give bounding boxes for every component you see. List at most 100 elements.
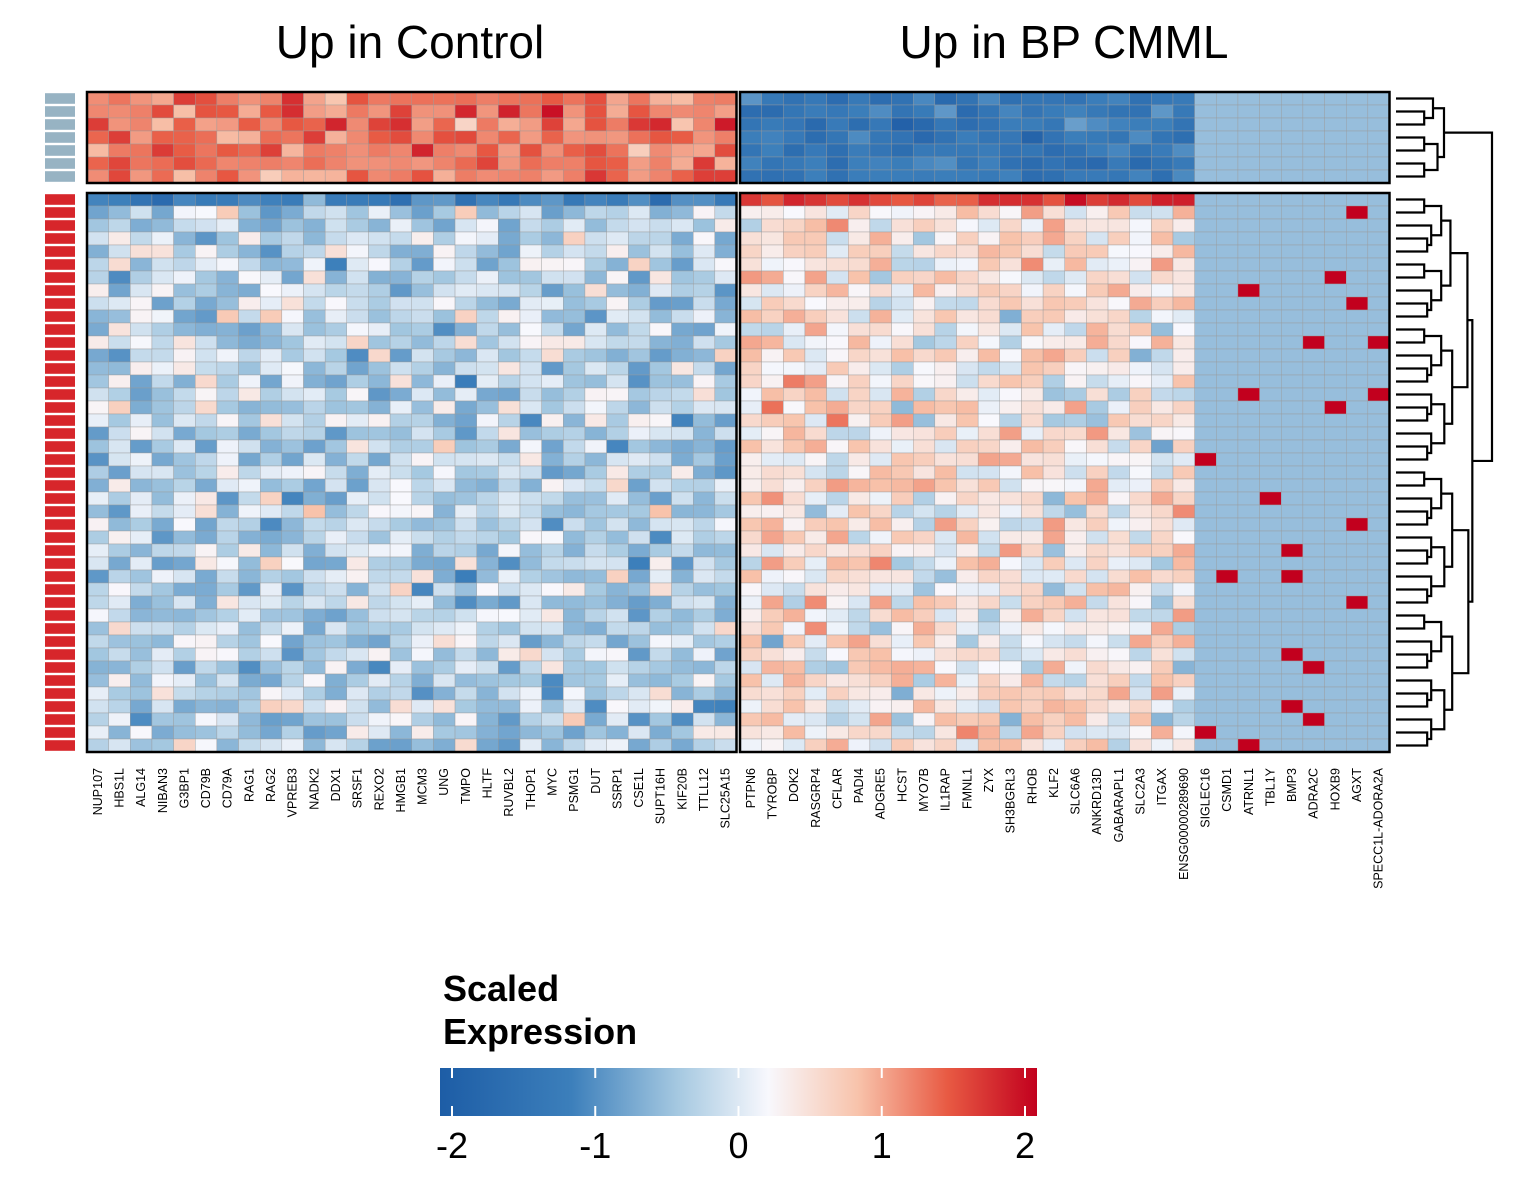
heatmap-cell: [761, 143, 784, 158]
heatmap-cell: [999, 660, 1022, 675]
heatmap-cell: [934, 517, 957, 532]
heatmap-cell: [324, 478, 347, 493]
heatmap-cell: [498, 117, 521, 132]
heatmap-cell: [1129, 452, 1152, 467]
heatmap-cell: [999, 387, 1022, 402]
gene-label: ADRA2C: [1307, 768, 1321, 819]
heatmap-cell: [151, 478, 174, 493]
heatmap-cell: [1237, 673, 1260, 688]
heatmap-cell: [1302, 413, 1325, 428]
heatmap-cell: [1172, 400, 1195, 415]
heatmap-cell: [1064, 686, 1087, 701]
heatmap-cell: [1129, 621, 1152, 636]
heatmap-cell: [891, 130, 914, 145]
heatmap-cell: [476, 478, 499, 493]
heatmap-cell: [281, 257, 304, 272]
heatmap-cell: [1216, 491, 1239, 506]
heatmap-cell: [108, 673, 131, 688]
heatmap-cell: [1237, 712, 1260, 727]
gene-label: TMPO: [459, 768, 473, 804]
heatmap-cell: [260, 387, 283, 402]
heatmap-cell: [541, 192, 564, 207]
heatmap-cell: [671, 218, 694, 233]
heatmap-cell: [541, 283, 564, 298]
heatmap-cell: [1281, 582, 1304, 597]
heatmap-cell: [411, 322, 434, 337]
heatmap-cell: [1021, 283, 1044, 298]
heatmap-cell: [1042, 712, 1065, 727]
heatmap-cell: [804, 91, 827, 106]
heatmap-cell: [848, 296, 871, 311]
heatmap-cell: [1302, 361, 1325, 376]
heatmap-cell: [195, 309, 218, 324]
heatmap-cell: [411, 439, 434, 454]
heatmap-cell: [519, 673, 542, 688]
heatmap-cell: [368, 117, 391, 132]
heatmap-cell: [238, 130, 261, 145]
heatmap-cell: [1042, 309, 1065, 324]
annotation-cell-bp-cmml: [45, 610, 75, 621]
heatmap-cell: [216, 595, 239, 610]
heatmap-cell: [454, 143, 477, 158]
heatmap-cell: [628, 104, 651, 119]
heatmap-cell: [956, 387, 979, 402]
heatmap-cell: [173, 621, 196, 636]
heatmap-cell: [130, 426, 153, 441]
heatmap-cell: [324, 582, 347, 597]
heatmap-cell: [848, 413, 871, 428]
heatmap-cell: [498, 361, 521, 376]
gene-label: NIBAN3: [156, 768, 170, 813]
heatmap-cell: [804, 413, 827, 428]
heatmap-cell: [151, 465, 174, 480]
heatmap-cell: [238, 465, 261, 480]
heatmap-cell: [826, 556, 849, 571]
heatmap-cell: [1259, 156, 1282, 171]
heatmap-cell: [1151, 530, 1174, 545]
heatmap-cell: [324, 257, 347, 272]
heatmap-cell: [714, 117, 737, 132]
heatmap-cell: [324, 156, 347, 171]
heatmap-cell: [1151, 478, 1174, 493]
heatmap-cell: [1064, 608, 1087, 623]
heatmap-cell: [1216, 283, 1239, 298]
heatmap-cell: [783, 543, 806, 558]
heatmap-cell: [1042, 400, 1065, 415]
heatmap-cell: [1237, 231, 1260, 246]
heatmap-cell: [783, 143, 806, 158]
annotation-cell-control: [45, 93, 75, 104]
heatmap-cell: [1324, 686, 1347, 701]
heatmap-cell: [649, 738, 672, 753]
heatmap-cell: [584, 296, 607, 311]
heatmap-cell: [1345, 673, 1369, 688]
heatmap-cell: [693, 231, 716, 246]
heatmap-cell: [1107, 465, 1130, 480]
heatmap-cell: [260, 309, 283, 324]
heatmap-cell: [1324, 660, 1347, 675]
heatmap-cell: [281, 660, 304, 675]
heatmap-cell: [173, 143, 196, 158]
annotation-cell-control: [45, 119, 75, 130]
heatmap-cell: [869, 595, 892, 610]
heatmap-cell: [848, 569, 871, 584]
heatmap-cell: [1345, 218, 1369, 233]
heatmap-cell: [195, 452, 218, 467]
heatmap-cell: [563, 530, 586, 545]
heatmap-cell: [1302, 595, 1325, 610]
heatmap-cell: [1194, 569, 1217, 584]
heatmap-cell: [761, 335, 784, 350]
heatmap-cell: [1194, 169, 1217, 184]
heatmap-cell: [999, 309, 1022, 324]
heatmap-cell: [584, 117, 607, 132]
heatmap-cell: [1281, 530, 1304, 545]
heatmap-cell: [1172, 673, 1195, 688]
heatmap-cell: [1042, 244, 1065, 259]
heatmap-cell: [671, 595, 694, 610]
heatmap-cell: [1281, 569, 1304, 584]
heatmap-cell: [1042, 143, 1065, 158]
heatmap-cell: [86, 322, 109, 337]
heatmap-cell: [541, 686, 564, 701]
heatmap-cell: [693, 517, 716, 532]
annotation-cell-bp-cmml: [45, 350, 75, 361]
heatmap-cell: [498, 569, 521, 584]
annotation-cell-bp-cmml: [45, 246, 75, 257]
